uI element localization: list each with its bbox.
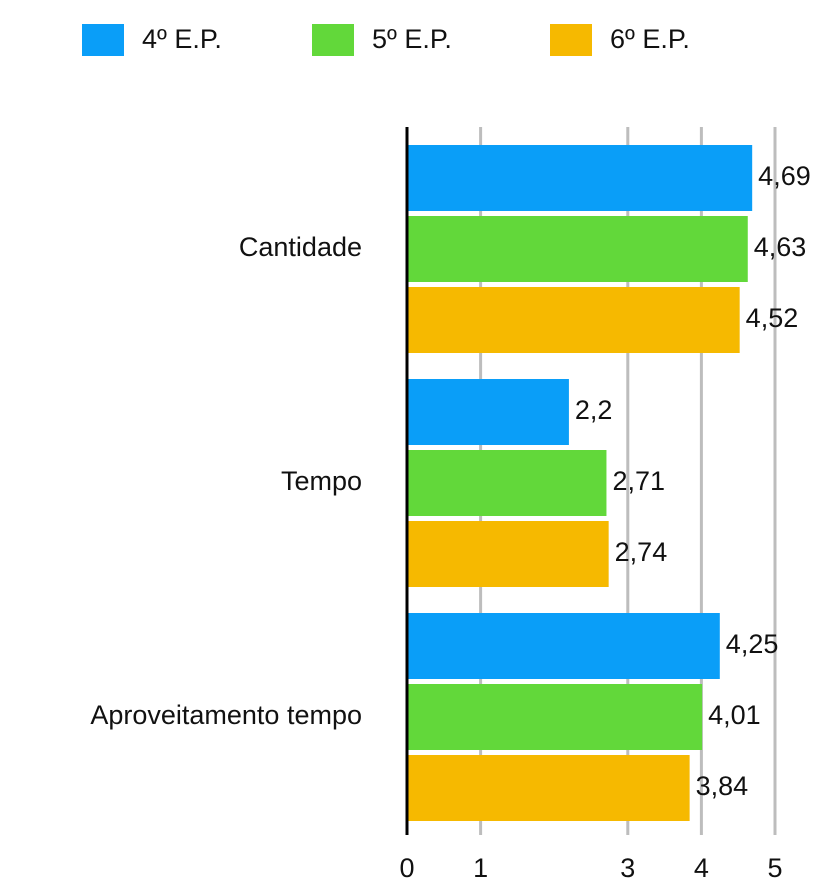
bar xyxy=(407,755,690,821)
category-label: Cantidade xyxy=(239,232,362,262)
bar xyxy=(407,216,748,282)
x-tick-label: 4 xyxy=(694,853,709,883)
legend-label: 4º E.P. xyxy=(142,24,222,54)
legend-swatch xyxy=(82,24,124,56)
category-label: Aproveitamento tempo xyxy=(90,700,362,730)
data-label: 2,74 xyxy=(615,537,668,567)
data-label: 4,63 xyxy=(754,232,807,262)
bar xyxy=(407,379,569,445)
data-label: 4,69 xyxy=(758,161,811,191)
bar xyxy=(407,521,609,587)
bar xyxy=(407,287,740,353)
bar xyxy=(407,613,720,679)
data-label: 2,2 xyxy=(575,395,613,425)
x-tick-label: 1 xyxy=(473,853,488,883)
data-label: 4,52 xyxy=(746,303,799,333)
legend-label: 6º E.P. xyxy=(610,24,690,54)
data-label: 3,84 xyxy=(696,771,749,801)
x-tick-label: 0 xyxy=(399,853,414,883)
bar xyxy=(407,450,607,516)
legend-label: 5º E.P. xyxy=(372,24,452,54)
bar xyxy=(407,684,703,750)
x-tick-label: 5 xyxy=(767,853,782,883)
data-label: 4,01 xyxy=(708,700,761,730)
x-tick-label: 3 xyxy=(620,853,635,883)
category-label: Tempo xyxy=(281,466,362,496)
data-label: 4,25 xyxy=(726,629,779,659)
data-label: 2,71 xyxy=(612,466,665,496)
bar xyxy=(407,145,753,211)
legend-swatch xyxy=(550,24,592,56)
legend-swatch xyxy=(312,24,354,56)
